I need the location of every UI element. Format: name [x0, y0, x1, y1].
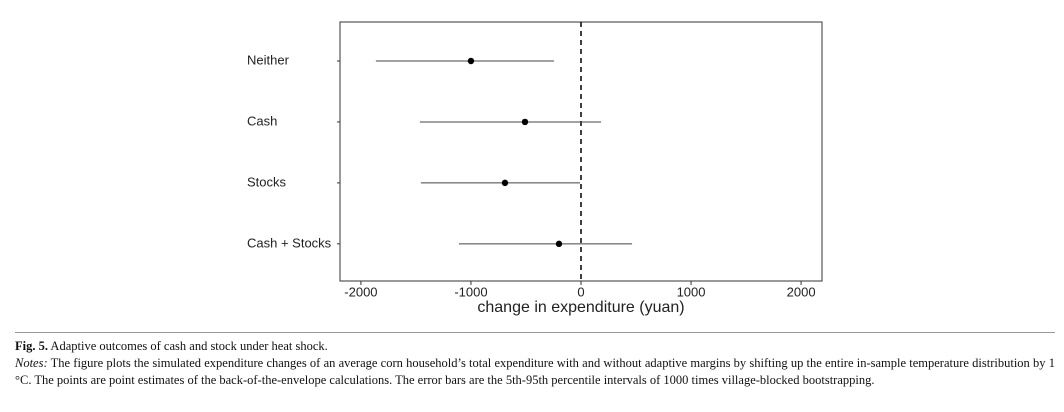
point: [501, 179, 509, 187]
chart: change in expenditure (yuan) -2000 -1000 0…: [247, 21, 823, 316]
caption-title-line: Fig. 5. Adaptive outcomes of cash and st…: [15, 338, 1055, 355]
fig-label: Fig. 5.: [15, 339, 48, 353]
y-tick-label: Cash + Stocks: [247, 235, 332, 250]
x-tick-label: 1000: [677, 284, 706, 299]
caption-rule: [15, 332, 1055, 333]
point: [467, 57, 475, 65]
notes-line: Notes: The figure plots the simulated ex…: [15, 355, 1055, 389]
y-tick-label: Neither: [247, 52, 290, 67]
x-tick-label: 0: [577, 284, 584, 299]
x-tick-label: -2000: [344, 284, 377, 299]
point: [555, 240, 563, 248]
point: [521, 118, 529, 126]
notes-label: Notes:: [15, 356, 48, 370]
y-tick-label: Cash: [247, 113, 277, 128]
fig-title: Adaptive outcomes of cash and stock unde…: [50, 339, 328, 353]
caption: Fig. 5. Adaptive outcomes of cash and st…: [15, 338, 1055, 389]
y-tick-label: Stocks: [247, 174, 287, 189]
x-tick-label: -1000: [454, 284, 487, 299]
notes-text: The figure plots the simulated expenditu…: [15, 356, 1055, 387]
x-axis-label: change in expenditure (yuan): [477, 299, 684, 316]
x-tick-label: 2000: [787, 284, 816, 299]
